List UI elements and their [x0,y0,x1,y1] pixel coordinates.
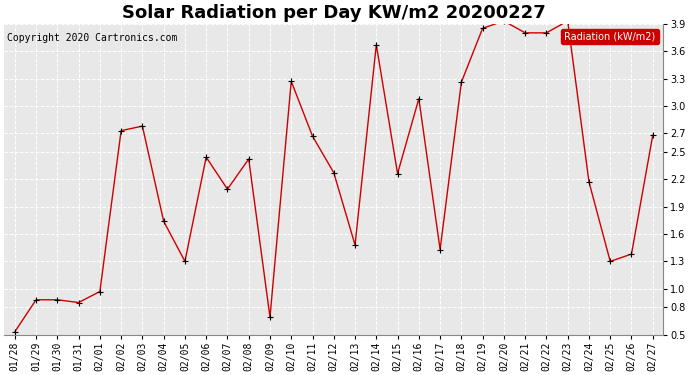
Text: Copyright 2020 Cartronics.com: Copyright 2020 Cartronics.com [8,33,178,43]
Title: Solar Radiation per Day KW/m2 20200227: Solar Radiation per Day KW/m2 20200227 [122,4,546,22]
Legend: Radiation (kW/m2): Radiation (kW/m2) [562,28,658,44]
